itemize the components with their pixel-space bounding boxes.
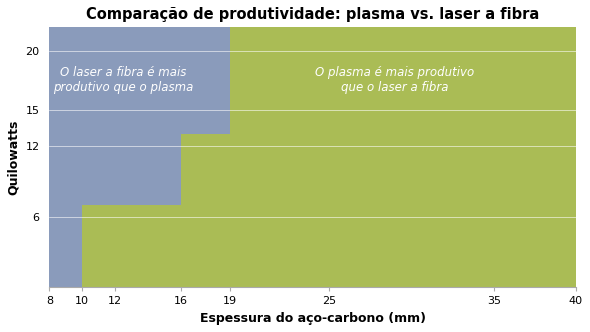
Polygon shape [50,27,230,288]
X-axis label: Espessura do aço-carbono (mm): Espessura do aço-carbono (mm) [199,312,425,325]
Polygon shape [230,27,576,288]
Text: O laser a fibra é mais
produtivo que o plasma: O laser a fibra é mais produtivo que o p… [53,66,194,95]
Polygon shape [82,134,230,288]
Text: O plasma é mais produtivo
que o laser a fibra: O plasma é mais produtivo que o laser a … [315,66,474,95]
Title: Comparação de produtividade: plasma vs. laser a fibra: Comparação de produtividade: plasma vs. … [86,7,539,22]
Y-axis label: Quilowatts: Quilowatts [7,120,20,195]
